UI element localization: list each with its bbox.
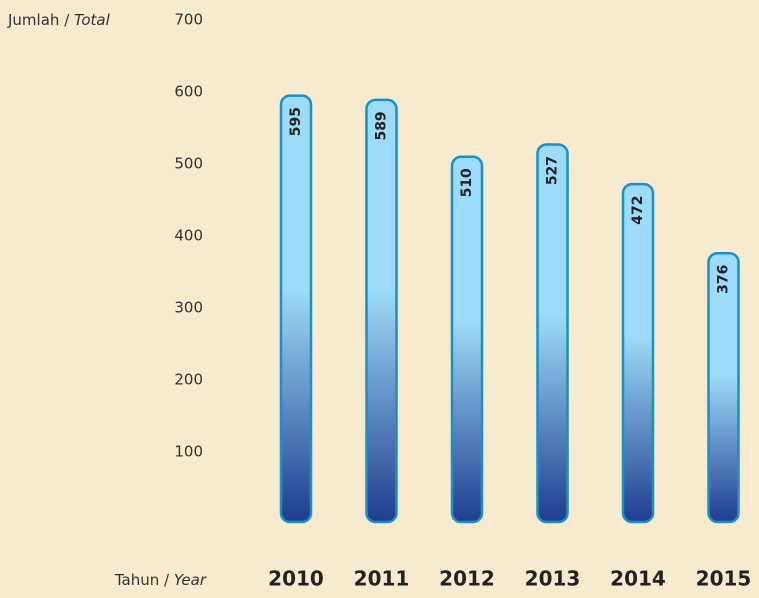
y-tick-label: 400 bbox=[174, 227, 203, 245]
x-tick-label: 2015 bbox=[696, 567, 752, 591]
value-label: 376 bbox=[716, 265, 732, 294]
bar bbox=[450, 155, 484, 524]
y-tick-label: 600 bbox=[174, 83, 203, 101]
bar bbox=[279, 94, 313, 524]
x-axis-label: Tahun / Year bbox=[114, 571, 207, 589]
y-tick-label: 500 bbox=[174, 155, 203, 173]
y-axis-label: Jumlah / Total bbox=[7, 11, 111, 29]
bar bbox=[621, 182, 655, 524]
x-tick-label: 2012 bbox=[439, 567, 495, 591]
value-label: 589 bbox=[374, 111, 390, 140]
x-tick-label: 2014 bbox=[610, 567, 666, 591]
value-label: 472 bbox=[630, 196, 646, 225]
bar bbox=[365, 98, 398, 524]
bar bbox=[707, 252, 740, 524]
value-label: 510 bbox=[459, 168, 475, 197]
x-tick-label: 2013 bbox=[525, 567, 581, 591]
bar bbox=[536, 143, 569, 524]
x-tick-label: 2011 bbox=[354, 567, 410, 591]
value-label: 527 bbox=[545, 156, 561, 185]
y-tick-label: 100 bbox=[174, 443, 203, 461]
y-tick-label: 200 bbox=[174, 371, 203, 389]
x-tick-label: 2010 bbox=[268, 567, 324, 591]
y-tick-label: 300 bbox=[174, 299, 203, 317]
y-tick-label: 700 bbox=[174, 11, 203, 29]
value-label: 595 bbox=[288, 107, 304, 136]
